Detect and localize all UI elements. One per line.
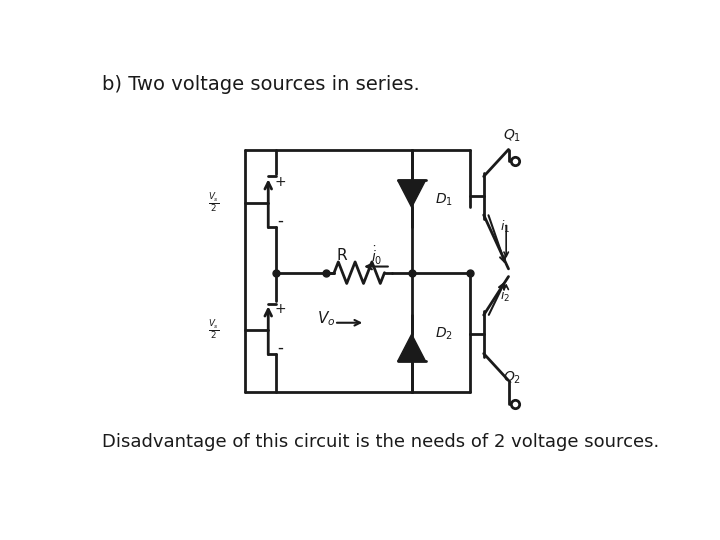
Text: $D_1$: $D_1$ bbox=[435, 191, 453, 208]
Text: $Q_1$: $Q_1$ bbox=[503, 127, 521, 144]
Text: +: + bbox=[274, 302, 286, 316]
Text: -: - bbox=[277, 339, 283, 356]
Text: b) Two voltage sources in series.: b) Two voltage sources in series. bbox=[102, 75, 419, 93]
Text: R: R bbox=[336, 248, 347, 264]
Text: -: - bbox=[277, 211, 283, 230]
Text: $\frac{V_s}{2}$: $\frac{V_s}{2}$ bbox=[208, 192, 220, 215]
Text: $D_2$: $D_2$ bbox=[435, 326, 453, 342]
Text: $Q_2$: $Q_2$ bbox=[503, 370, 521, 387]
Polygon shape bbox=[397, 180, 426, 207]
Text: $\dot{i}_0$: $\dot{i}_0$ bbox=[371, 245, 382, 267]
Text: Disadvantage of this circuit is the needs of 2 voltage sources.: Disadvantage of this circuit is the need… bbox=[102, 433, 659, 451]
Text: +: + bbox=[274, 175, 286, 189]
Text: $i_2$: $i_2$ bbox=[500, 288, 510, 304]
Polygon shape bbox=[397, 334, 426, 361]
Text: $\frac{V_s}{2}$: $\frac{V_s}{2}$ bbox=[208, 319, 220, 342]
Text: $V_o$: $V_o$ bbox=[317, 309, 336, 328]
Text: $i_1$: $i_1$ bbox=[500, 219, 510, 234]
